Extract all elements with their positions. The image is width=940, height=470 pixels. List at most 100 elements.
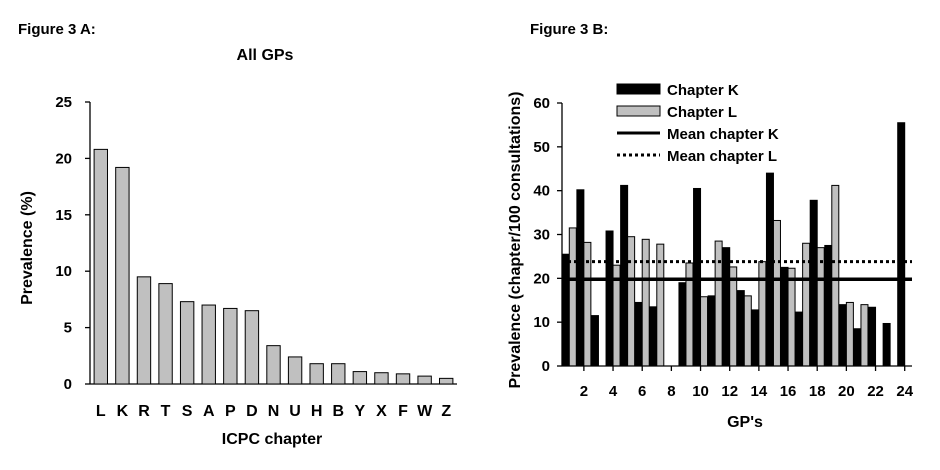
bar-chapter-l-gp-14 [758, 261, 767, 367]
bar-Z [439, 377, 454, 385]
bar-chapter-k-gp-10 [693, 187, 702, 367]
bar-chapter-k-gp-6 [634, 301, 643, 367]
category-label: L [96, 403, 106, 420]
category-label: P [225, 403, 236, 420]
bar-chapter-k-gp-23 [882, 322, 891, 367]
bar-W [417, 375, 432, 385]
bar-H [309, 363, 324, 385]
x-tick-label: 10 [692, 383, 709, 400]
x-tick-label: 8 [667, 383, 675, 400]
bar-chapter-l-gp-21 [860, 304, 869, 367]
bar-B [331, 363, 346, 385]
category-label: N [268, 403, 280, 420]
bar-chapter-l-gp-15 [772, 219, 781, 367]
category-label: Y [355, 403, 366, 420]
figure-a-label: Figure 3 A: [18, 21, 96, 38]
x-tick-label: 2 [580, 383, 588, 400]
y-tick-label: 50 [533, 139, 550, 156]
x-tick-label: 18 [809, 383, 826, 400]
bar-D [244, 310, 260, 385]
category-label: W [417, 403, 433, 420]
bar-chapter-k-gp-18 [809, 199, 818, 367]
bar-chapter-l-gp-5 [627, 236, 636, 367]
y-tick-label: 0 [64, 376, 72, 393]
y-tick-label: 10 [533, 314, 550, 331]
bar-chapter-k-gp-7 [649, 306, 658, 367]
bar-chapter-k-gp-22 [868, 306, 877, 367]
bar-chapter-l-gp-11 [714, 240, 723, 367]
legend-swatch-chapter-l [616, 105, 661, 117]
y-tick-label: 20 [55, 150, 72, 167]
y-tick-label: 25 [55, 94, 72, 111]
chart-a: All GPs Prevalence (%) ICPC chapter 0 5 10… [19, 47, 457, 448]
category-label: Z [441, 403, 451, 420]
bar-F [395, 373, 411, 385]
x-tick-label: 22 [867, 383, 884, 400]
category-label: S [182, 403, 193, 420]
legend-swatch-chapter-k [616, 83, 661, 95]
chart-b-legend: Chapter K Chapter L Mean chapter K Mean cha… [616, 82, 779, 165]
y-tick-label: 15 [55, 207, 72, 224]
bar-chapter-l-gp-12 [729, 266, 738, 367]
bar-chapter-k-gp-19 [824, 244, 833, 367]
x-tick-label: 24 [896, 383, 913, 400]
category-label: D [246, 403, 258, 420]
x-tick-label: 4 [609, 383, 618, 400]
bar-chapter-k-gp-15 [765, 172, 774, 367]
category-label: B [332, 403, 344, 420]
y-tick-label: 30 [533, 227, 550, 244]
bar-chapter-l-gp-1 [568, 227, 577, 367]
chart-a-y-axis-title: Prevalence (%) [19, 191, 36, 305]
bar-chapter-k-gp-16 [780, 266, 789, 367]
x-tick-label: 6 [638, 383, 646, 400]
chart-a-title: All GPs [237, 47, 294, 64]
bar-N [266, 345, 281, 385]
bar-chapter-l-gp-10 [700, 296, 709, 367]
chart-b-y-axis-title: Prevalence (chapter/100 consultations) [507, 92, 524, 389]
y-tick-label: 5 [64, 320, 72, 337]
bar-chapter-k-gp-14 [751, 309, 760, 367]
bar-chapter-l-gp-19 [831, 184, 840, 367]
bar-R [136, 276, 152, 385]
chart-b: Prevalence (chapter/100 consultations) G… [507, 82, 914, 431]
category-label: K [117, 403, 129, 420]
bar-chapter-k-gp-11 [707, 295, 716, 367]
x-tick-label: 14 [751, 383, 768, 400]
category-label: A [203, 403, 215, 420]
bar-chapter-l-gp-20 [845, 301, 854, 367]
bar-chapter-k-gp-1 [561, 253, 570, 367]
bar-chapter-k-gp-17 [795, 311, 804, 367]
bar-chapter-l-gp-13 [743, 295, 752, 367]
bar-chapter-l-gp-16 [787, 267, 796, 367]
category-label: X [376, 403, 387, 420]
x-tick-label: 12 [721, 383, 738, 400]
y-tick-label: 20 [533, 270, 550, 287]
bar-chapter-k-gp-3 [590, 315, 599, 367]
bar-T [158, 283, 173, 385]
bar-chapter-k-gp-5 [620, 184, 629, 367]
bar-chapter-k-gp-20 [838, 304, 847, 367]
bar-U [287, 356, 303, 385]
bar-S [179, 301, 195, 385]
category-label: H [311, 403, 323, 420]
y-tick-label: 40 [533, 183, 550, 200]
bar-A [201, 304, 216, 385]
category-label: T [161, 403, 171, 420]
chart-a-x-axis-title: ICPC chapter [222, 431, 322, 448]
category-label: U [289, 403, 301, 420]
legend-label: Mean chapter K [667, 126, 779, 143]
x-tick-label: 20 [838, 383, 855, 400]
bar-Y [352, 371, 368, 385]
chart-b-x-axis-title: GP's [727, 414, 763, 431]
bar-chapter-k-gp-12 [722, 247, 731, 367]
y-tick-label: 10 [55, 263, 72, 280]
legend-label: Mean chapter L [667, 148, 777, 165]
bar-chapter-l-gp-6 [641, 238, 650, 367]
figure-b-label: Figure 3 B: [530, 21, 608, 38]
y-tick-label: 60 [533, 95, 550, 112]
category-label: R [138, 403, 150, 420]
bar-chapter-k-gp-24 [897, 122, 906, 367]
y-tick-label: 0 [542, 358, 550, 375]
category-label: F [398, 403, 408, 420]
